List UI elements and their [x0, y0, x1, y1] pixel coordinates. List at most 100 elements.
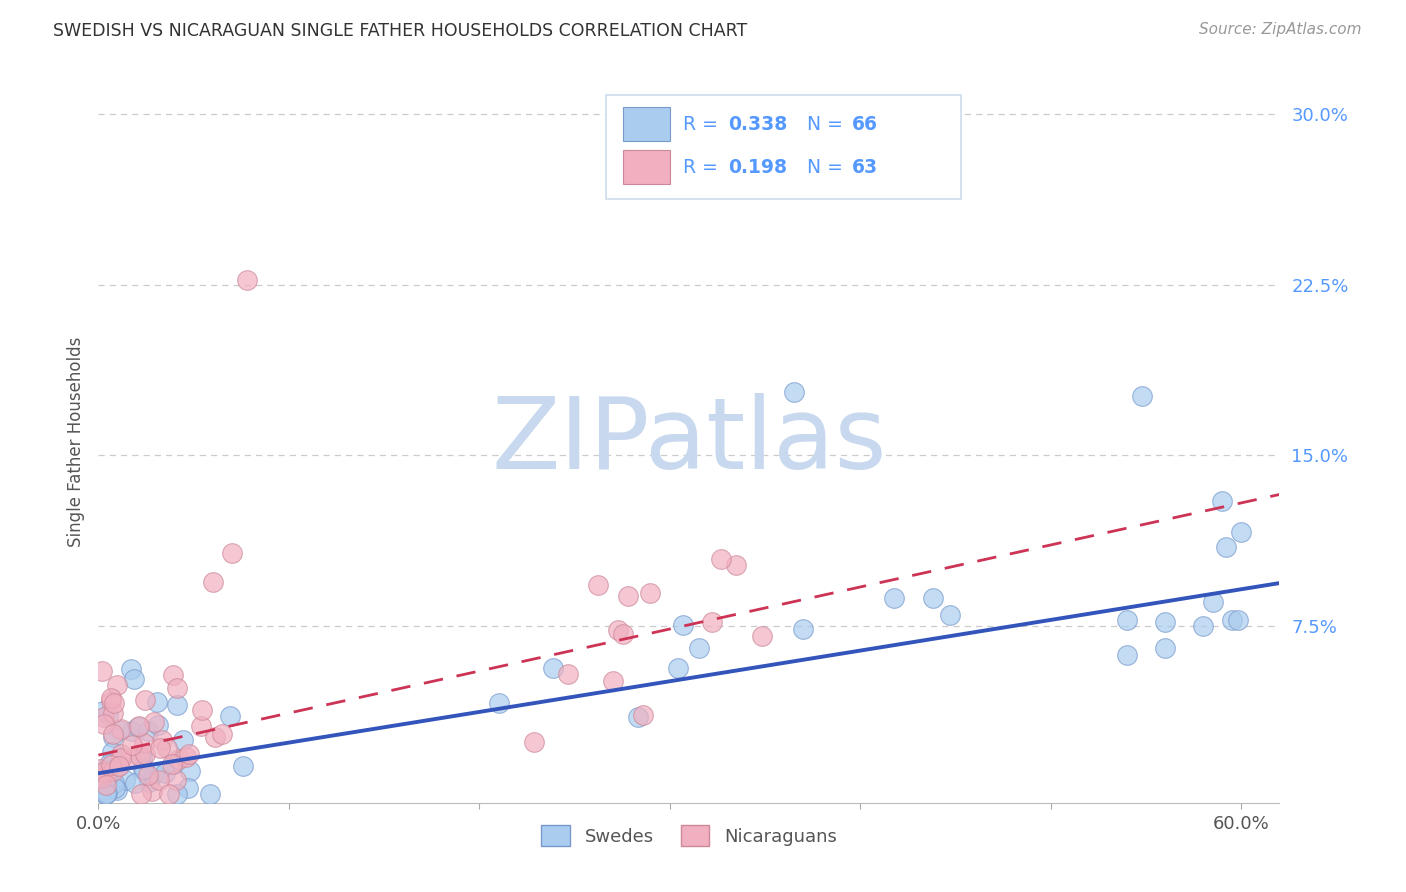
Point [148, 773, 170, 788]
Point [162, 757, 184, 772]
Point [134, 693, 156, 707]
Point [156, 741, 179, 756]
Point [93, 717, 115, 731]
Text: Source: ZipAtlas.com: Source: ZipAtlas.com [1198, 22, 1361, 37]
Point [172, 733, 194, 747]
Point [1215, 540, 1237, 554]
Point [100, 694, 122, 708]
Point [922, 591, 945, 606]
Point [110, 751, 132, 765]
Point [96, 766, 118, 780]
Point [792, 623, 814, 637]
Point [688, 640, 710, 655]
Point [1192, 619, 1215, 633]
Point [938, 607, 960, 622]
Point [176, 749, 198, 764]
Point [131, 751, 153, 765]
Text: 0.198: 0.198 [728, 158, 787, 178]
Point [1116, 648, 1139, 662]
Point [725, 558, 748, 572]
Point [114, 773, 136, 788]
Point [110, 747, 132, 761]
Point [96, 786, 118, 800]
Text: 0.338: 0.338 [728, 115, 787, 134]
Point [103, 776, 125, 790]
Point [121, 724, 143, 739]
Point [104, 780, 127, 795]
Text: 66: 66 [852, 115, 877, 134]
Point [97, 708, 120, 723]
Point [167, 752, 190, 766]
Point [120, 662, 142, 676]
Point [141, 784, 163, 798]
Point [1202, 595, 1225, 609]
Point [1230, 525, 1253, 540]
FancyBboxPatch shape [606, 95, 960, 200]
Point [128, 719, 150, 733]
Point [232, 758, 254, 772]
Point [127, 720, 149, 734]
Point [129, 787, 152, 801]
Point [166, 698, 188, 712]
Point [710, 552, 733, 566]
Point [152, 733, 174, 747]
Point [91, 765, 114, 780]
Point [101, 764, 124, 778]
Point [198, 787, 221, 801]
Point [1226, 613, 1249, 627]
Point [108, 759, 131, 773]
Point [93, 710, 115, 724]
Point [101, 706, 124, 720]
Point [90, 771, 112, 785]
Point [121, 752, 143, 766]
Point [218, 708, 240, 723]
Point [751, 629, 773, 643]
Text: R =: R = [683, 158, 724, 178]
Point [146, 695, 169, 709]
Point [588, 578, 610, 592]
FancyBboxPatch shape [623, 151, 671, 185]
Point [627, 710, 650, 724]
Point [1130, 389, 1153, 403]
Point [138, 774, 160, 789]
Point [110, 722, 132, 736]
Point [177, 747, 200, 762]
Point [179, 764, 201, 778]
Point [1154, 615, 1177, 629]
Point [221, 546, 243, 560]
Point [94, 787, 117, 801]
Point [105, 783, 128, 797]
Point [142, 766, 165, 780]
Point [153, 766, 176, 780]
Point [94, 778, 117, 792]
Y-axis label: Single Father Households: Single Father Households [66, 336, 84, 547]
Point [90, 766, 112, 780]
Text: 63: 63 [852, 158, 879, 178]
Point [98, 756, 121, 771]
Point [136, 723, 159, 738]
Point [177, 781, 200, 796]
Text: SWEDISH VS NICARAGUAN SINGLE FATHER HOUSEHOLDS CORRELATION CHART: SWEDISH VS NICARAGUAN SINGLE FATHER HOUS… [53, 22, 748, 40]
Point [101, 727, 124, 741]
Point [100, 691, 122, 706]
Text: ZIPatlas: ZIPatlas [491, 393, 887, 490]
Point [236, 273, 259, 287]
Point [124, 776, 146, 790]
Point [557, 667, 579, 681]
Point [105, 678, 128, 692]
Point [204, 731, 226, 745]
Point [103, 730, 125, 744]
Point [94, 765, 117, 780]
Point [134, 747, 156, 761]
Point [121, 738, 143, 752]
Point [191, 703, 214, 717]
Point [100, 758, 122, 772]
Point [159, 787, 181, 801]
Point [1211, 493, 1233, 508]
Point [90, 664, 112, 678]
Point [488, 696, 510, 710]
Text: R =: R = [683, 115, 724, 134]
Point [166, 681, 188, 695]
Text: N =: N = [807, 115, 849, 134]
Point [122, 673, 145, 687]
